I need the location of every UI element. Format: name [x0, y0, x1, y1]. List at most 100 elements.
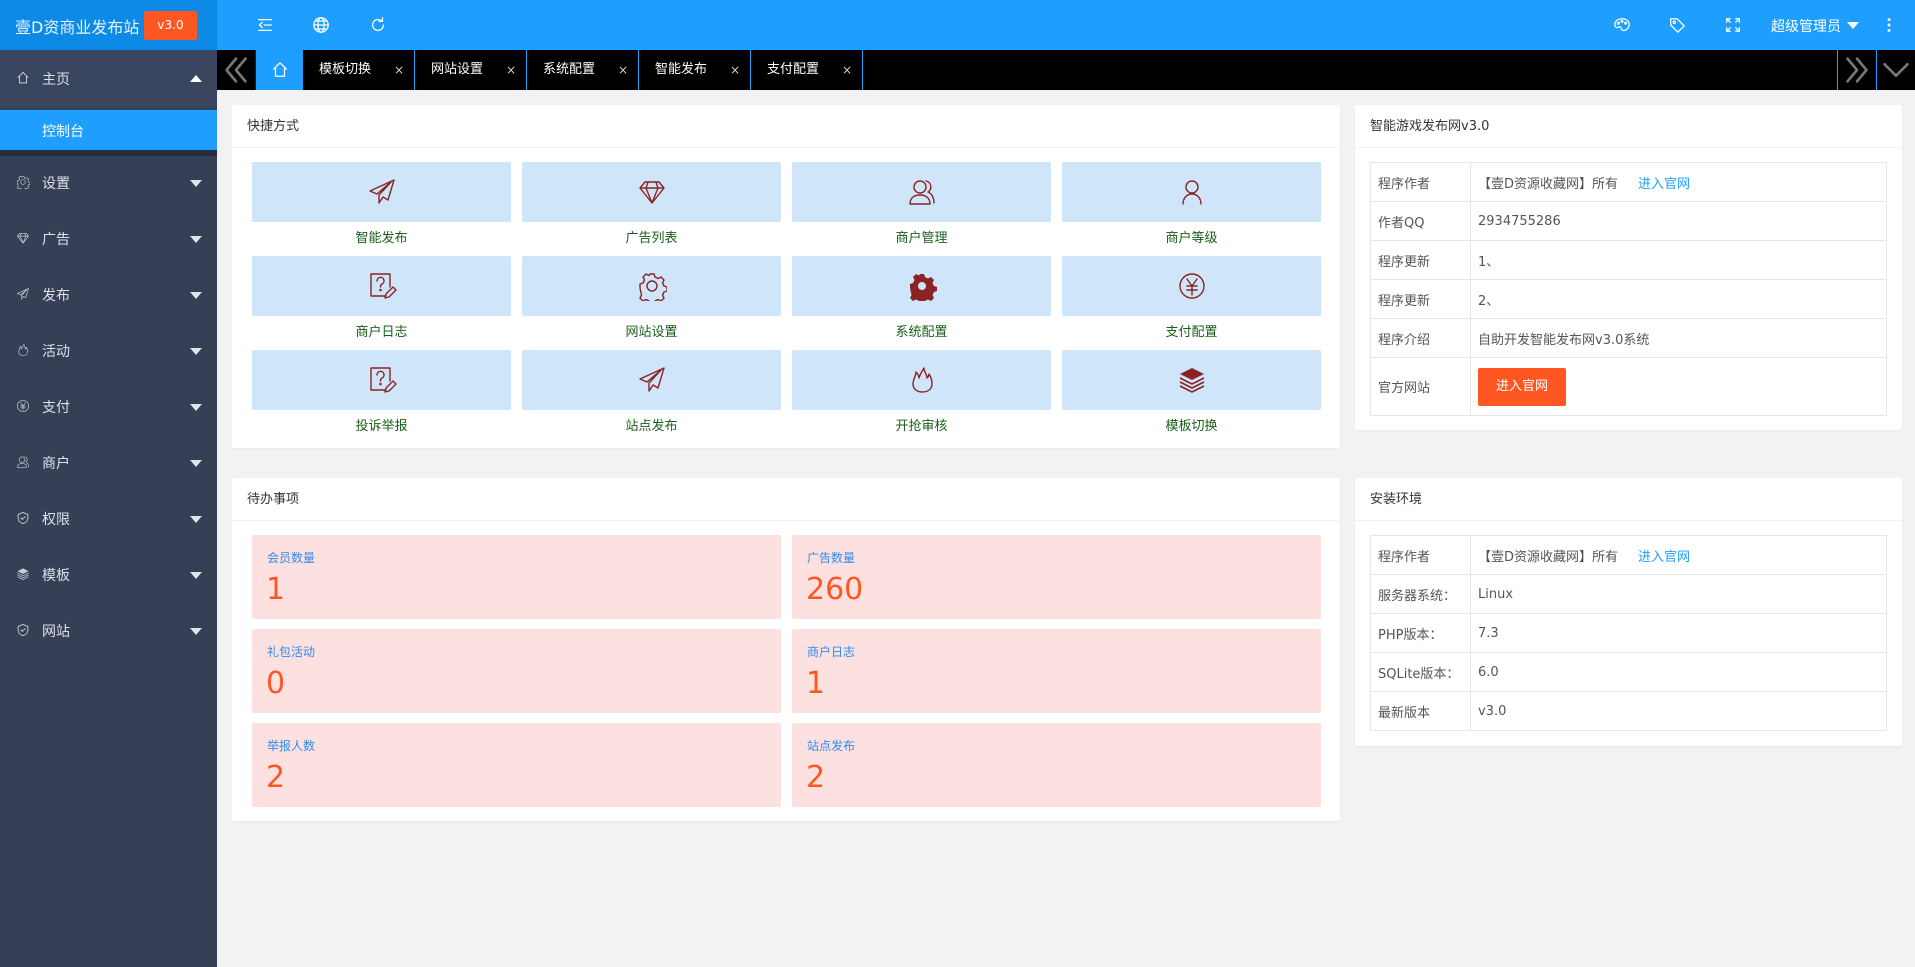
info-table: 程序作者 【壹D资源收藏网】所有 进入官网 作者QQ 2934755286 程序更新 1、程… — [1370, 162, 1887, 416]
layers-icon — [16, 567, 32, 583]
close-icon[interactable]: × — [393, 63, 404, 77]
shortcut-label[interactable]: 网站设置 — [625, 325, 678, 340]
table-row: 程序作者 【壹D资源收藏网】所有 进入官网 — [1370, 162, 1887, 202]
tab-0[interactable]: 模板切换 × — [303, 50, 415, 90]
todo-stat[interactable]: 站点发布 2 — [792, 723, 1321, 807]
todo-stat[interactable]: 商户日志 1 — [792, 629, 1321, 713]
stat-value: 2 — [266, 760, 286, 795]
table-row: 程序更新 1、 — [1370, 240, 1887, 280]
shortcut-7[interactable] — [1062, 256, 1321, 316]
sidebar-item-label: 广告 — [42, 232, 70, 248]
globe-icon[interactable] — [311, 15, 331, 35]
caret-up-icon — [190, 75, 202, 82]
caret-down-icon — [190, 180, 202, 187]
sidebar-item-label: 网站 — [42, 624, 70, 640]
visit-site-button[interactable]: 进入官网 — [1478, 367, 1567, 406]
row-key: 服务器系统： — [1370, 574, 1471, 614]
tag-icon[interactable] — [1667, 15, 1687, 35]
yen-icon — [16, 399, 32, 415]
shortcut-6[interactable] — [792, 256, 1051, 316]
visit-site-link[interactable]: 进入官网 — [1638, 176, 1691, 192]
chevrons-right-icon[interactable] — [1837, 50, 1876, 90]
table-row: 官方网站 进入官网 — [1370, 357, 1887, 416]
shortcuts-card: 快捷方式 智能发布 广告列表 商户管理 商户等级 商户日志 网站设置 系统配置 支付配置 投诉举… — [232, 105, 1340, 448]
shortcut-label[interactable]: 智能发布 — [355, 231, 408, 246]
visit-site-link[interactable]: 进入官网 — [1638, 549, 1691, 565]
shortcut-label[interactable]: 商户等级 — [1165, 231, 1218, 246]
shortcut-1[interactable] — [522, 162, 781, 222]
user-icon — [1177, 177, 1207, 207]
row-value: 进入官网 — [1470, 357, 1887, 416]
value-text: 6.0 — [1478, 664, 1499, 680]
shortcut-5[interactable] — [522, 256, 781, 316]
yen-icon — [1177, 271, 1207, 301]
tab-home[interactable] — [256, 50, 303, 90]
value-text: 【壹D资源收藏网】所有 — [1478, 176, 1619, 192]
sidebar-item-7[interactable]: 模板 — [0, 547, 217, 603]
stat-value: 1 — [806, 666, 826, 701]
shortcut-4[interactable] — [252, 256, 511, 316]
todo-stat[interactable]: 广告数量 260 — [792, 535, 1321, 619]
close-icon[interactable]: × — [617, 63, 628, 77]
stat-label: 广告数量 — [807, 551, 856, 565]
sidebar-item-2[interactable]: 发布 — [0, 267, 217, 323]
close-icon[interactable]: × — [729, 63, 740, 77]
value-text: v3.0 — [1478, 703, 1507, 719]
sidebar-item-home[interactable]: 主页 — [0, 50, 217, 107]
shortcut-0[interactable] — [252, 162, 511, 222]
layers-icon — [1177, 365, 1207, 395]
tab-1[interactable]: 网站设置 × — [415, 50, 527, 90]
shortcut-2[interactable] — [792, 162, 1051, 222]
chevron-down-icon[interactable] — [1876, 50, 1915, 90]
stat-label: 会员数量 — [267, 551, 316, 565]
shortcut-11[interactable] — [1062, 350, 1321, 410]
user-menu[interactable]: 超级管理员 — [1771, 16, 1859, 36]
close-icon[interactable]: × — [841, 63, 852, 77]
close-icon[interactable]: × — [505, 63, 516, 77]
sidebar-item-dashboard[interactable]: 控制台 — [0, 110, 217, 150]
todo-stat[interactable]: 会员数量 1 — [252, 535, 781, 619]
more-vertical-icon[interactable] — [1879, 15, 1899, 35]
sidebar-item-0[interactable]: 设置 — [0, 155, 217, 211]
tab-3[interactable]: 智能发布 × — [639, 50, 751, 90]
shortcut-label[interactable]: 开抢审核 — [895, 419, 948, 434]
shortcut-9[interactable] — [522, 350, 781, 410]
row-key: 程序更新 — [1370, 240, 1471, 280]
menu-fold-icon[interactable] — [255, 15, 275, 35]
shortcut-10[interactable] — [792, 350, 1051, 410]
sidebar-item-4[interactable]: 支付 — [0, 379, 217, 435]
row-key: SQLite版本： — [1370, 652, 1471, 692]
tab-2[interactable]: 系统配置 × — [527, 50, 639, 90]
sidebar-item-1[interactable]: 广告 — [0, 211, 217, 267]
shortcut-label[interactable]: 站点发布 — [625, 419, 678, 434]
row-value: 【壹D资源收藏网】所有 进入官网 — [1470, 535, 1887, 575]
shortcut-label[interactable]: 商户管理 — [895, 231, 948, 246]
sidebar-item-5[interactable]: 商户 — [0, 435, 217, 491]
tab-4[interactable]: 支付配置 × — [751, 50, 863, 90]
info-card: 智能游戏发布网v3.0 程序作者 【壹D资源收藏网】所有 进入官网 作者QQ 29347… — [1355, 105, 1902, 430]
stat-label: 站点发布 — [807, 739, 856, 753]
paper-plane-icon — [16, 287, 32, 303]
chevrons-left-icon[interactable] — [217, 50, 256, 90]
stat-label: 商户日志 — [807, 645, 856, 659]
todo-stat[interactable]: 礼包活动 0 — [252, 629, 781, 713]
theme-palette-icon[interactable] — [1612, 15, 1632, 35]
shortcut-label[interactable]: 系统配置 — [895, 325, 948, 340]
home-icon — [271, 61, 289, 79]
shortcut-label[interactable]: 商户日志 — [355, 325, 408, 340]
shortcut-label[interactable]: 模板切换 — [1165, 419, 1218, 434]
caret-down-icon — [190, 292, 202, 299]
shortcut-label[interactable]: 投诉举报 — [355, 419, 408, 434]
todo-stat[interactable]: 举报人数 2 — [252, 723, 781, 807]
env-title: 安装环境 — [1355, 478, 1902, 521]
shortcut-8[interactable] — [252, 350, 511, 410]
shortcut-3[interactable] — [1062, 162, 1321, 222]
shortcut-label[interactable]: 支付配置 — [1165, 325, 1218, 340]
shortcut-label[interactable]: 广告列表 — [625, 231, 678, 246]
refresh-icon[interactable] — [368, 15, 388, 35]
sidebar-item-3[interactable]: 活动 — [0, 323, 217, 379]
fullscreen-icon[interactable] — [1723, 15, 1743, 35]
sidebar-item-6[interactable]: 权限 — [0, 491, 217, 547]
sidebar-item-label: 控制台 — [42, 124, 84, 140]
sidebar-item-8[interactable]: 网站 — [0, 603, 217, 659]
